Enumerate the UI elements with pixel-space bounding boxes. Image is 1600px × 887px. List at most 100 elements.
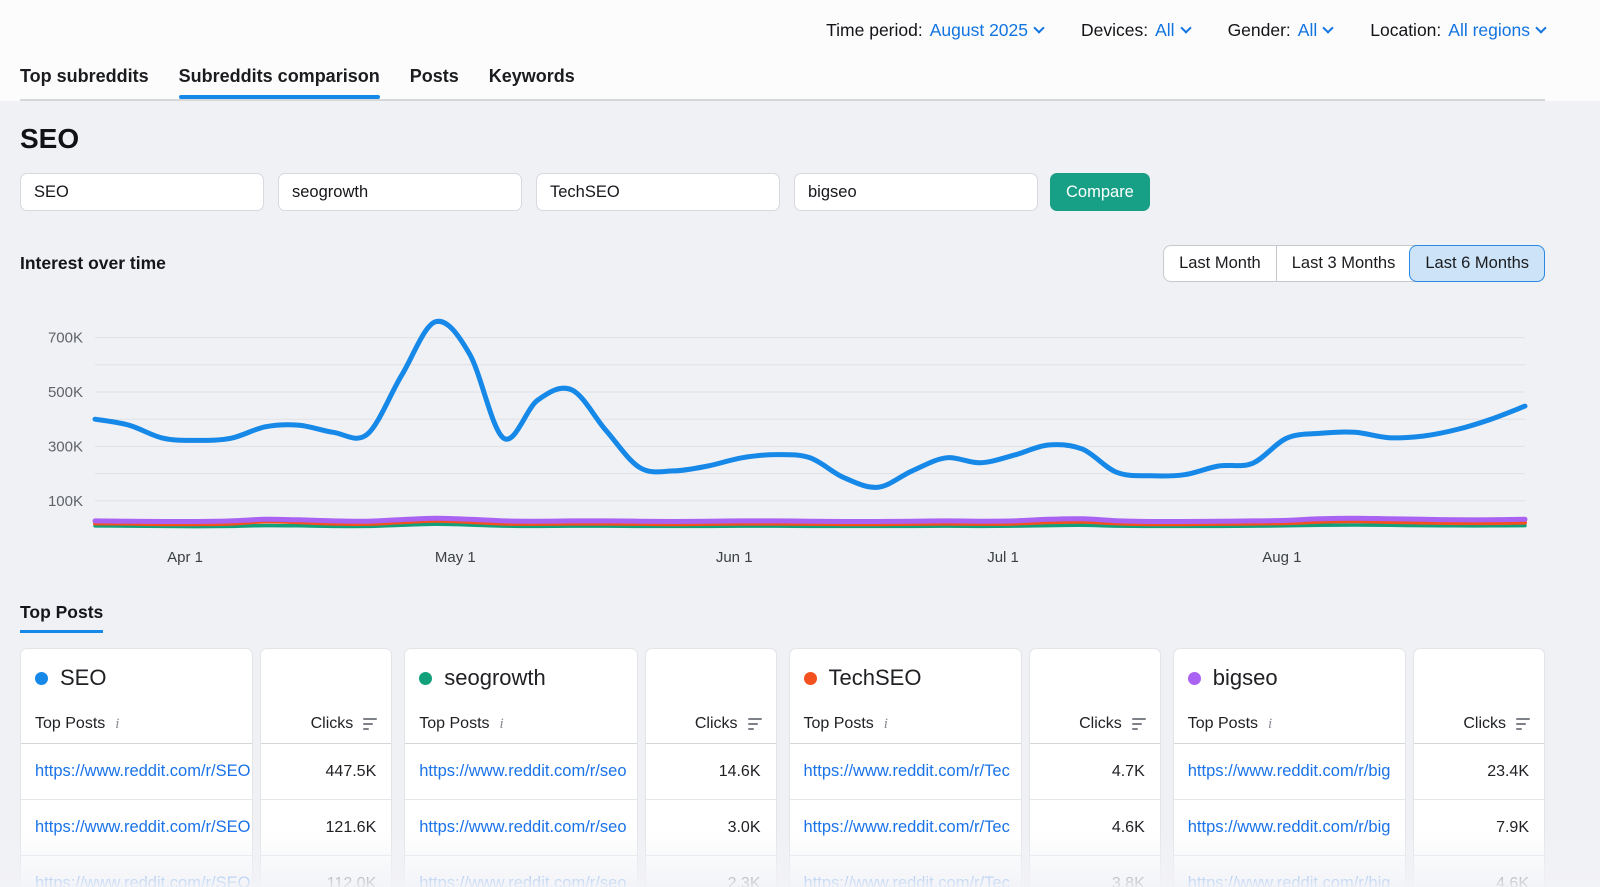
subreddit-input-2[interactable] [278,173,522,211]
subreddit-input-4[interactable] [794,173,1038,211]
clicks-value: 14.6K [646,763,776,781]
info-icon[interactable]: i [498,716,506,733]
location-value[interactable]: All regions [1448,20,1530,41]
tab-keywords[interactable]: Keywords [489,60,575,99]
subreddit-name: bigseo [1213,665,1278,691]
time-range-toggle: Last MonthLast 3 MonthsLast 6 Months [1163,245,1545,282]
top-posts-column-label: Top Posts [804,715,874,733]
devices-label: Devices: [1081,20,1148,41]
gender-label: Gender: [1228,20,1291,41]
y-axis-tick: 300K [48,438,83,455]
post-url-cell: https://www.reddit.com/r/Tec [790,762,1021,781]
post-link[interactable]: https://www.reddit.com/r/big [1188,874,1405,887]
time-period-filter[interactable]: Time period: August 2025 [826,20,1043,41]
post-link[interactable]: https://www.reddit.com/r/Tec [804,874,1021,887]
location-filter[interactable]: Location: All regions [1370,20,1545,41]
tab-label: Top subreddits [20,66,149,86]
sort-descending-icon[interactable] [748,718,762,730]
clicks-row: 121.6K [261,799,391,855]
post-link[interactable]: https://www.reddit.com/r/seo [419,874,636,887]
page-header: Time period: August 2025 Devices: All Ge… [0,0,1600,101]
post-row: https://www.reddit.com/r/big [1174,799,1405,855]
card-header: seogrowthTop Postsi [405,649,636,743]
post-link[interactable]: https://www.reddit.com/r/SEO [35,874,252,887]
x-axis-tick: Aug 1 [1262,549,1301,566]
card-header: TechSEOTop Postsi [790,649,1021,743]
post-row: https://www.reddit.com/r/SEO [21,799,252,855]
post-link[interactable]: https://www.reddit.com/r/Tec [804,818,1021,837]
post-url-cell: https://www.reddit.com/r/Tec [790,874,1021,887]
range-button-last-month[interactable]: Last Month [1164,246,1276,281]
clicks-header: Clicks [1414,649,1544,743]
sort-descending-icon[interactable] [1132,718,1146,730]
clicks-value: 4.7K [1030,763,1160,781]
post-link[interactable]: https://www.reddit.com/r/Tec [804,762,1021,781]
post-link[interactable]: https://www.reddit.com/r/big [1188,762,1405,781]
chevron-down-icon [1180,22,1191,33]
post-link[interactable]: https://www.reddit.com/r/SEO [35,762,252,781]
post-url-cell: https://www.reddit.com/r/SEO [21,874,252,887]
clicks-value: 447.5K [261,763,391,781]
range-button-last-6-months[interactable]: Last 6 Months [1409,245,1545,282]
gender-filter[interactable]: Gender: All [1228,20,1333,41]
subreddit-compare-form: Compare [20,173,1545,211]
y-axis-tick: 700K [48,330,83,347]
tab-subreddits-comparison[interactable]: Subreddits comparison [179,60,380,99]
clicks-header: Clicks [1030,649,1160,743]
sort-descending-icon[interactable] [1516,718,1530,730]
info-icon[interactable]: i [882,716,890,733]
post-link[interactable]: https://www.reddit.com/r/seo [419,818,636,837]
devices-filter[interactable]: Devices: All [1081,20,1190,41]
x-axis-tick: May 1 [435,549,476,566]
tab-active-underline [179,95,380,99]
post-row: https://www.reddit.com/r/Tec [790,855,1021,887]
post-link[interactable]: https://www.reddit.com/r/big [1188,818,1405,837]
main-content: SEO Compare Interest over time Last Mont… [0,123,1600,887]
post-url-cell: https://www.reddit.com/r/big [1174,762,1405,781]
top-posts-column-label: Top Posts [419,715,489,733]
post-link[interactable]: https://www.reddit.com/r/seo [419,762,636,781]
clicks-column-label: Clicks [695,715,738,733]
post-link[interactable]: https://www.reddit.com/r/SEO [35,818,252,837]
clicks-value: 23.4K [1414,763,1544,781]
compare-button[interactable]: Compare [1050,173,1150,211]
tab-top-subreddits[interactable]: Top subreddits [20,60,149,99]
location-label: Location: [1370,20,1441,41]
card-header: SEOTop Postsi [21,649,252,743]
subreddit-input-3[interactable] [536,173,780,211]
clicks-row: 112.0K [261,855,391,887]
post-row: https://www.reddit.com/r/seo [405,799,636,855]
info-icon[interactable]: i [113,716,121,733]
clicks-row: 3.0K [646,799,776,855]
series-color-dot [1188,672,1201,685]
subreddit-input-1[interactable] [20,173,264,211]
clicks-row: 3.8K [1030,855,1160,887]
top-posts-card-techseo: TechSEOTop Postsihttps://www.reddit.com/… [789,648,1161,887]
sort-descending-icon[interactable] [363,718,377,730]
posts-column: seogrowthTop Postsihttps://www.reddit.co… [404,648,637,887]
series-line-seo [95,321,1525,487]
gender-value[interactable]: All [1298,20,1317,41]
post-row: https://www.reddit.com/r/SEO [21,743,252,799]
clicks-value: 121.6K [261,819,391,837]
tab-posts[interactable]: Posts [410,60,459,99]
clicks-value: 112.0K [261,875,391,887]
clicks-row: 23.4K [1414,743,1544,799]
x-axis-tick: Jul 1 [987,549,1019,566]
info-icon[interactable]: i [1266,716,1274,733]
devices-value[interactable]: All [1155,20,1174,41]
range-button-last-3-months[interactable]: Last 3 Months [1276,246,1411,281]
clicks-column-label: Clicks [311,715,354,733]
top-posts-cards: SEOTop Postsi https://www.reddit.com/r/SE… [20,648,1545,887]
clicks-column-label: Clicks [1079,715,1122,733]
time-period-value[interactable]: August 2025 [930,20,1028,41]
post-url-cell: https://www.reddit.com/r/seo [405,874,636,887]
clicks-column: Clicks23.4K7.9K4.6K [1413,648,1545,887]
tab-bar: Top subreddits Subreddits comparison Posts… [20,60,1545,99]
interest-over-time-title: Interest over time [20,253,166,274]
clicks-column: Clicks14.6K3.0K2.3K [645,648,777,887]
series-color-dot [35,672,48,685]
x-axis-tick: Apr 1 [167,549,203,566]
clicks-value: 4.6K [1030,819,1160,837]
chevron-down-icon [1535,22,1546,33]
